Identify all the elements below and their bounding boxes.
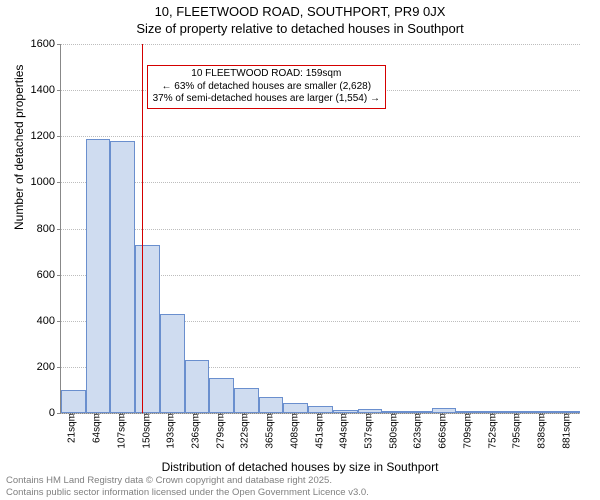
histogram-bar [234,388,259,413]
xtick-label: 322sqm [240,413,251,449]
xtick-label: 107sqm [116,413,127,449]
xtick-label: 494sqm [339,413,350,449]
title-line-1: 10, FLEETWOOD ROAD, SOUTHPORT, PR9 0JX [0,4,600,21]
histogram-bar [333,410,358,413]
chart-plot-area: 0200400600800100012001400160021sqm64sqm1… [60,44,580,414]
xtick-label: 537sqm [363,413,374,449]
xtick-label: 21sqm [67,413,78,443]
xtick-label: 150sqm [141,413,152,449]
gridline [61,413,580,414]
histogram-bar [382,411,407,413]
footer-attribution: Contains HM Land Registry data © Crown c… [6,475,369,498]
chart-title-block: 10, FLEETWOOD ROAD, SOUTHPORT, PR9 0JX S… [0,0,600,38]
histogram-bar [531,411,556,413]
gridline [61,136,580,137]
histogram-bar [135,245,160,413]
xtick-label: 408sqm [289,413,300,449]
y-axis-label: Number of detached properties [12,65,26,230]
x-axis-label: Distribution of detached houses by size … [0,460,600,474]
histogram-bar [86,139,111,413]
histogram-bar [308,406,333,413]
xtick-label: 838sqm [536,413,547,449]
gridline [61,182,580,183]
histogram-bar [61,390,86,413]
histogram-bar [110,141,135,413]
histogram-bar [481,411,506,413]
xtick-label: 795sqm [512,413,523,449]
plot-region: 0200400600800100012001400160021sqm64sqm1… [60,44,580,414]
xtick-label: 451sqm [314,413,325,449]
footer-line-2: Contains public sector information licen… [6,487,369,498]
histogram-bar [432,408,457,413]
property-marker-line [142,44,143,413]
histogram-bar [209,378,234,413]
annotation-line: ← 63% of detached houses are smaller (2,… [153,81,380,94]
xtick-label: 709sqm [462,413,473,449]
annotation-line: 37% of semi-detached houses are larger (… [153,93,380,106]
xtick-label: 365sqm [264,413,275,449]
annotation-line: 10 FLEETWOOD ROAD: 159sqm [153,68,380,81]
histogram-bar [555,411,580,413]
histogram-bar [456,411,481,413]
xtick-label: 752sqm [487,413,498,449]
title-line-2: Size of property relative to detached ho… [0,21,600,38]
histogram-bar [358,409,383,413]
xtick-label: 881sqm [561,413,572,449]
histogram-bar [160,314,185,413]
gridline [61,44,580,45]
xtick-label: 666sqm [437,413,448,449]
xtick-label: 236sqm [190,413,201,449]
xtick-label: 580sqm [388,413,399,449]
xtick-label: 279sqm [215,413,226,449]
histogram-bar [506,411,531,413]
histogram-bar [185,360,210,413]
xtick-label: 193sqm [166,413,177,449]
xtick-label: 64sqm [91,413,102,443]
histogram-bar [259,397,284,413]
property-annotation: 10 FLEETWOOD ROAD: 159sqm← 63% of detach… [147,65,386,109]
histogram-bar [407,411,432,413]
footer-line-1: Contains HM Land Registry data © Crown c… [6,475,369,486]
xtick-label: 623sqm [413,413,424,449]
histogram-bar [283,403,308,413]
gridline [61,229,580,230]
